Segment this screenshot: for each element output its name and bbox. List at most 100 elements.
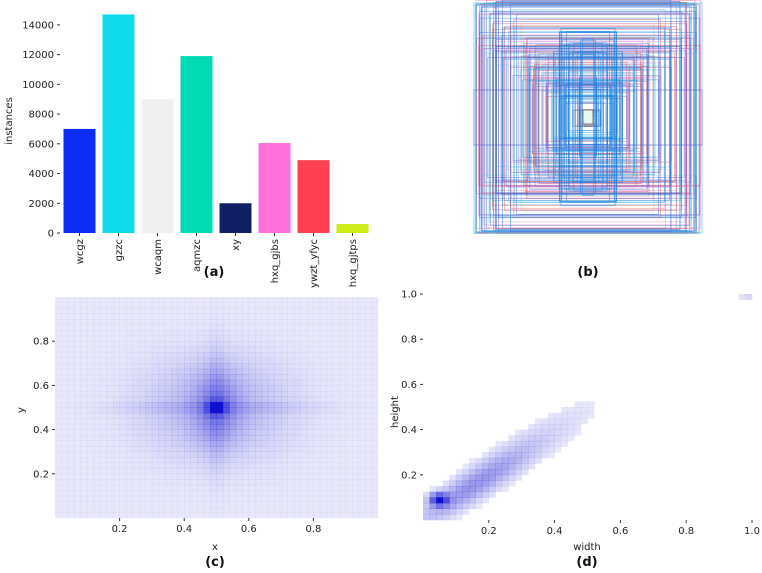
heat-cell <box>352 446 359 452</box>
x-tick-label: hxq_gjtps <box>348 239 359 287</box>
heat-cell <box>358 495 366 502</box>
heat-cell <box>319 457 327 464</box>
heat-cell <box>339 484 346 491</box>
heat-cell <box>67 462 75 469</box>
heat-cell <box>158 440 166 447</box>
heat-cell <box>67 413 75 419</box>
heat-cell <box>203 512 211 519</box>
heat-cell <box>210 368 217 375</box>
heat-cell <box>203 457 211 464</box>
heat-cell <box>145 401 153 408</box>
heat-cell <box>495 469 503 476</box>
heat-cell <box>501 474 509 481</box>
heat-cell <box>261 512 269 519</box>
heat-cell <box>93 418 101 425</box>
heat-cell <box>515 457 522 464</box>
heat-cell <box>55 429 62 436</box>
heat-cell <box>332 341 340 348</box>
heat-cell <box>67 346 75 353</box>
heat-cell <box>61 357 69 364</box>
heat-cell <box>67 324 75 331</box>
heat-cell <box>345 385 353 392</box>
heat-cell <box>345 446 353 452</box>
heat-cell <box>332 385 340 392</box>
heat-cell <box>177 341 185 348</box>
heat-cell <box>164 368 172 375</box>
heat-cell <box>274 462 282 469</box>
heat-cell <box>248 385 256 392</box>
heat-cell <box>449 480 457 487</box>
heat-cell <box>100 308 107 314</box>
heat-cell <box>132 379 140 386</box>
heat-cell <box>74 368 82 375</box>
heat-cell <box>203 379 211 386</box>
heat-cell <box>197 457 204 464</box>
heat-cell <box>358 319 366 325</box>
heat-cell <box>132 302 140 309</box>
heat-cell <box>61 390 69 397</box>
heat-cell <box>197 495 204 502</box>
heat-cell <box>242 346 250 353</box>
heat-cell <box>261 495 269 502</box>
heat-cell <box>138 418 146 425</box>
heat-cell <box>287 479 295 486</box>
heat-cell <box>61 341 69 348</box>
heat-cell <box>61 501 69 508</box>
heat-cell <box>442 480 450 487</box>
heat-cell <box>138 396 146 403</box>
heat-cell <box>442 514 450 521</box>
heat-cell <box>229 479 237 486</box>
heat-cell <box>501 486 509 493</box>
heat-cell <box>242 324 250 331</box>
x-tick-label: 0.2 <box>481 526 497 537</box>
heat-cell <box>151 473 159 480</box>
heat-cell <box>345 473 353 480</box>
heat-cell <box>93 379 101 386</box>
heat-cell <box>80 440 88 447</box>
heat-cell <box>158 501 166 508</box>
heat-cell <box>281 468 288 475</box>
heat-cell <box>80 330 88 336</box>
heat-cell <box>100 346 107 353</box>
heat-cell <box>93 313 101 320</box>
heat-cell <box>462 469 470 476</box>
heat-cell <box>548 423 555 430</box>
heat-cell <box>55 468 62 475</box>
heat-cell <box>216 413 224 419</box>
heat-cell <box>61 407 69 414</box>
heat-cell <box>261 374 269 381</box>
heat-cell <box>371 484 379 491</box>
heat-cell <box>74 479 82 486</box>
heat-cell <box>274 396 282 403</box>
heat-cell <box>190 429 198 436</box>
heat-cell <box>255 462 263 469</box>
heat-cell <box>365 308 372 314</box>
heat-cell <box>319 473 327 480</box>
heat-cell <box>55 401 62 408</box>
heat-cell <box>294 357 301 364</box>
heat-cell <box>326 501 334 508</box>
heat-cell <box>313 506 321 513</box>
heat-cell <box>268 495 275 502</box>
heat-cell <box>306 335 314 342</box>
heat-cell <box>229 341 237 348</box>
heat-cell <box>229 352 237 359</box>
heat-cell <box>300 330 308 336</box>
heat-cell <box>436 503 444 509</box>
heat-cell <box>164 429 172 436</box>
heat-cell <box>158 374 166 381</box>
heat-cell <box>171 501 179 508</box>
heat-cell <box>352 302 359 309</box>
heat-cell <box>197 401 204 408</box>
heat-cell <box>93 462 101 469</box>
heat-cell <box>158 297 166 303</box>
heat-cell <box>287 429 295 436</box>
heat-cell <box>210 379 217 386</box>
heat-cell <box>132 352 140 359</box>
heat-cell <box>345 506 353 513</box>
heat-cell <box>80 401 88 408</box>
heat-cell <box>255 363 263 370</box>
heat-cell <box>177 363 185 370</box>
heat-cell <box>488 486 496 493</box>
heat-cell <box>132 330 140 336</box>
